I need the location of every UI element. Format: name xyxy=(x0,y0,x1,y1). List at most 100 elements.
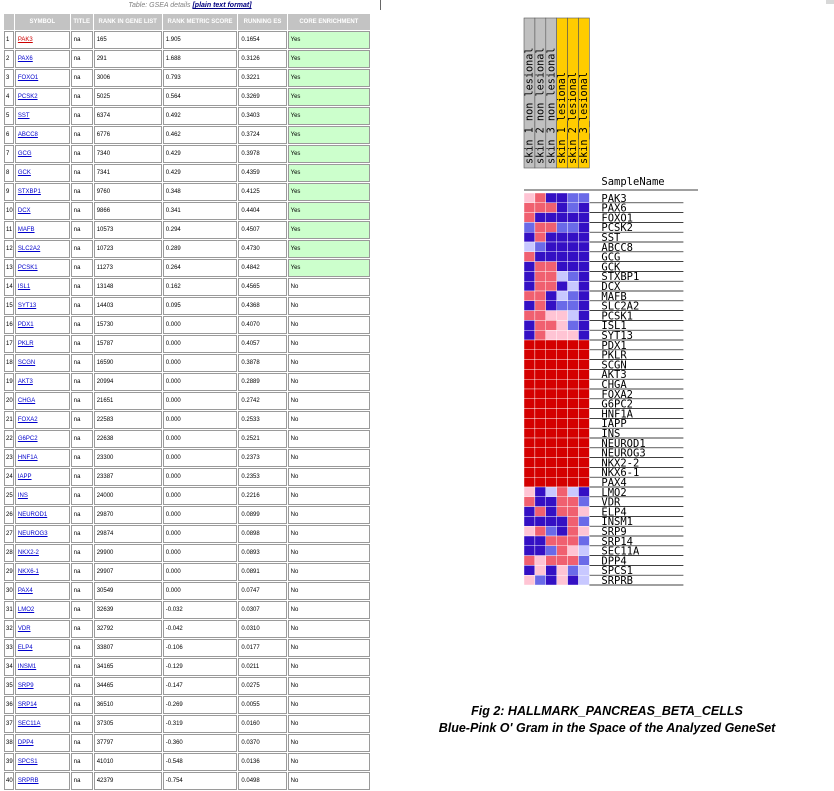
heatmap-cell xyxy=(556,457,568,468)
symbol-cell: LMO2 xyxy=(14,601,70,619)
gene-label: NEUROD1 xyxy=(601,438,645,450)
symbol-cell: PKLR xyxy=(14,335,70,353)
heatmap-cell xyxy=(578,300,590,311)
heatmap-cell xyxy=(534,428,546,439)
panel-divider xyxy=(380,0,381,10)
gene-symbol-link[interactable]: PAX4 xyxy=(17,588,33,594)
gene-symbol-link[interactable]: PCSK1 xyxy=(17,265,38,271)
gene-symbol-link[interactable]: ABCC8 xyxy=(17,132,38,138)
gene-symbol-link[interactable]: NEUROD1 xyxy=(17,512,48,518)
symbol-cell: STXBP1 xyxy=(14,183,70,201)
heatmap-cell xyxy=(567,281,579,292)
gene-symbol-link[interactable]: SPCS1 xyxy=(17,759,38,765)
title-cell: na xyxy=(70,563,93,581)
heatmap-cell xyxy=(545,555,557,566)
heatmap-cell xyxy=(556,271,568,282)
symbol-cell: NEUROG3 xyxy=(14,525,70,543)
gene-symbol-link[interactable]: CHGA xyxy=(17,398,36,404)
gene-symbol-link[interactable]: DPP4 xyxy=(17,740,34,746)
gene-symbol-link[interactable]: MAFB xyxy=(17,227,35,233)
gene-symbol-link[interactable]: SLC2A2 xyxy=(17,246,41,252)
gene-symbol-link[interactable]: AKT3 xyxy=(17,379,33,385)
gene-symbol-link[interactable]: G6PC2 xyxy=(17,436,38,442)
sample-name-label: skin_3_lesional xyxy=(579,72,590,164)
symbol-cell: MAFB xyxy=(14,221,70,239)
gene-symbol-link[interactable]: SST xyxy=(17,113,30,119)
table-row: 23 HNF1A na 23300 0.000 0.2373 No xyxy=(4,449,370,467)
gene-symbol-link[interactable]: INSM1 xyxy=(17,664,37,670)
heatmap-cell xyxy=(545,467,557,478)
row-index: 18 xyxy=(4,354,14,372)
heatmap-cell xyxy=(567,202,579,213)
heatmap-cell xyxy=(556,261,568,272)
gene-symbol-link[interactable]: LMO2 xyxy=(17,607,35,613)
heatmap-panel: skin_1_non_lesional skin_2_non_lesional sk… xyxy=(380,0,834,757)
heatmap-cell xyxy=(556,398,568,409)
heatmap-cell xyxy=(523,526,536,537)
gene-symbol-link[interactable]: INS xyxy=(17,493,28,499)
title-cell: na xyxy=(70,126,93,144)
symbol-cell: SRP9 xyxy=(14,677,70,695)
running-es-cell: 0.0160 xyxy=(238,715,287,733)
symbol-cell: IAPP xyxy=(14,468,70,486)
running-es-cell: 0.0891 xyxy=(238,563,287,581)
heatmap-cell xyxy=(545,526,557,537)
gene-symbol-link[interactable]: ELP4 xyxy=(17,645,33,651)
gene-symbol-link[interactable]: NKX2-2 xyxy=(17,550,39,556)
title-cell: na xyxy=(70,525,93,543)
symbol-cell: SRP14 xyxy=(14,696,70,714)
gene-symbol-link[interactable]: FOXA2 xyxy=(17,417,38,423)
gene-symbol-link[interactable]: SRPRB xyxy=(17,778,39,784)
gene-symbol-link[interactable]: SRP14 xyxy=(17,702,37,708)
gene-symbol-link[interactable]: DCX xyxy=(17,208,31,214)
symbol-cell: NKX6-1 xyxy=(14,563,70,581)
gene-symbol-link[interactable]: PAX6 xyxy=(17,56,33,62)
gene-symbol-link[interactable]: VDR xyxy=(17,626,31,632)
gene-symbol-link[interactable]: IAPP xyxy=(17,474,32,480)
gene-symbol-link[interactable]: SRP9 xyxy=(17,683,34,689)
gene-symbol-link[interactable]: NEUROG3 xyxy=(17,531,48,537)
symbol-cell: DCX xyxy=(14,202,70,220)
heatmap-cell xyxy=(556,555,568,566)
gene-symbol-link[interactable]: PKLR xyxy=(17,341,34,347)
heatmap-cell xyxy=(523,516,536,527)
gene-symbol-link[interactable]: FOXO1 xyxy=(17,75,39,81)
gene-symbol-link[interactable]: SEC11A xyxy=(17,721,41,727)
row-index: 16 xyxy=(4,316,14,334)
gene-symbol-link[interactable]: GCG xyxy=(17,151,32,157)
row-index: 8 xyxy=(4,164,14,182)
heatmap-cell xyxy=(534,349,546,360)
table-row: 11 MAFB na 10573 0.294 0.4507 Yes xyxy=(4,221,370,239)
gsea-details-panel: Table: GSEA details [plain text format] … xyxy=(0,0,380,790)
gene-label: PKLR xyxy=(601,350,627,362)
gene-symbol-link[interactable]: STXBP1 xyxy=(17,189,41,195)
rank-cell: 10573 xyxy=(93,221,162,239)
gene-symbol-link[interactable]: PDX1 xyxy=(17,322,34,328)
title-cell: na xyxy=(70,297,93,315)
row-index: 27 xyxy=(4,525,14,543)
symbol-cell: GCK xyxy=(14,164,70,182)
plain-text-format-link[interactable]: [plain text format] xyxy=(192,2,252,9)
rank-cell: 20994 xyxy=(93,373,162,391)
heatmap-cell xyxy=(556,506,568,517)
heatmap-cell xyxy=(567,261,579,272)
gene-symbol-link[interactable]: SYT13 xyxy=(17,303,37,309)
symbol-cell: PDX1 xyxy=(14,316,70,334)
table-row: 4 PCSK2 na 5025 0.564 0.3269 Yes xyxy=(4,88,370,106)
metric-cell: 0.000 xyxy=(162,468,238,486)
gene-symbol-link[interactable]: PAK3 xyxy=(17,37,33,43)
gene-symbol-link[interactable]: GCK xyxy=(17,170,31,176)
heatmap-cell xyxy=(556,447,568,458)
heatmap-cell xyxy=(523,251,536,262)
metric-cell: 0.429 xyxy=(162,164,238,182)
gene-symbol-link[interactable]: SCGN xyxy=(17,360,36,366)
heatmap-cell xyxy=(534,467,546,478)
gene-symbol-link[interactable]: PCSK2 xyxy=(17,94,38,100)
heatmap-cell xyxy=(567,212,579,223)
gene-symbol-link[interactable]: NKX6-1 xyxy=(17,569,39,575)
gene-symbol-link[interactable]: ISL1 xyxy=(17,284,31,290)
table-row: 14 ISL1 na 13148 0.162 0.4565 No xyxy=(4,278,370,296)
title-cell: na xyxy=(70,430,93,448)
gene-symbol-link[interactable]: HNF1A xyxy=(17,455,38,461)
running-es-cell: 0.3221 xyxy=(238,69,287,87)
